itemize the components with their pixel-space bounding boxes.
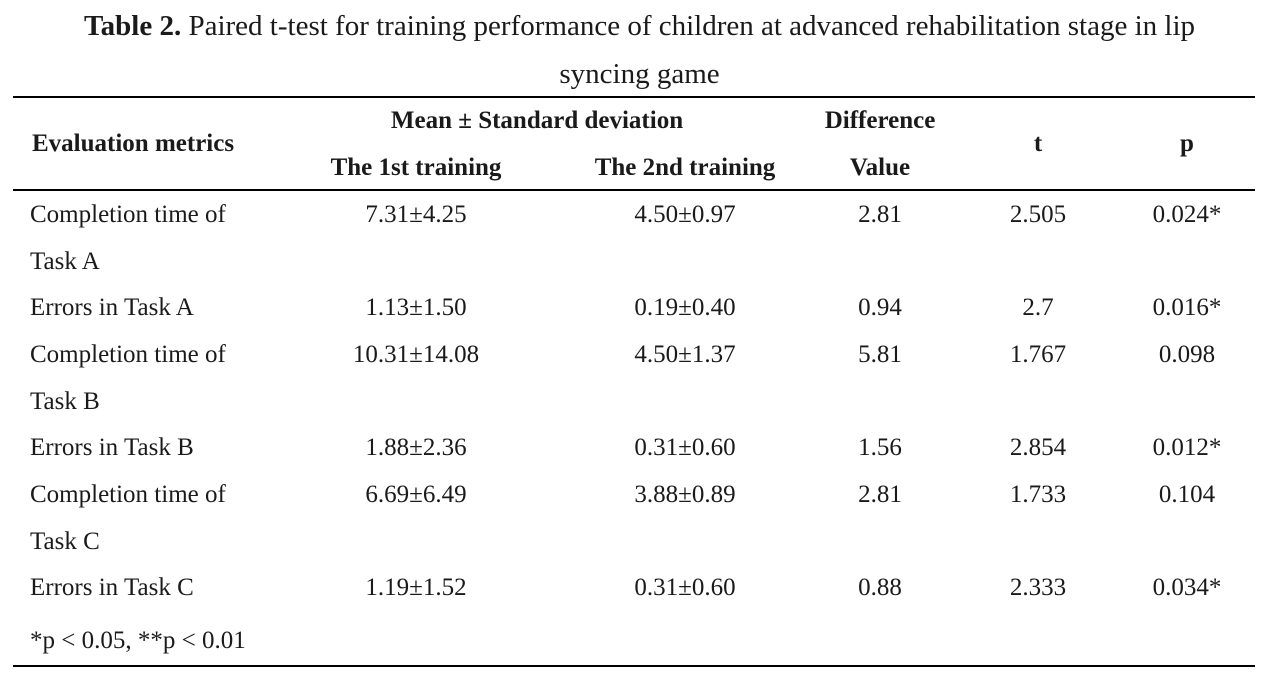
row-second: 4.50±1.37 [634, 341, 736, 368]
header-value: Value [849, 154, 911, 181]
row-metric: Errors in Task C [30, 574, 194, 601]
header-t: t [1033, 130, 1043, 157]
row-diff: 1.56 [858, 434, 902, 461]
row-diff: 2.81 [858, 481, 902, 508]
row-first: 1.13±1.50 [365, 294, 467, 321]
row-second: 0.31±0.60 [634, 434, 736, 461]
row-second: 0.19±0.40 [634, 294, 736, 321]
row-first: 7.31±4.25 [365, 201, 467, 228]
row-diff: 5.81 [858, 341, 902, 368]
row-p: 0.104 [1158, 481, 1216, 508]
header-second-training: The 2nd training [594, 154, 776, 181]
row-t: 1.767 [1009, 341, 1067, 368]
table-bottom-rule [13, 665, 1255, 667]
row-metric: Completion time of [30, 201, 226, 228]
row-diff: 0.94 [858, 294, 902, 321]
row-second: 0.31±0.60 [634, 574, 736, 601]
row-metric-cont: Task B [30, 388, 100, 415]
row-second: 3.88±0.89 [634, 481, 736, 508]
table-footnote: *p < 0.05, **p < 0.01 [30, 627, 246, 654]
row-metric: Completion time of [30, 341, 226, 368]
row-p: 0.098 [1158, 341, 1216, 368]
row-first: 1.88±2.36 [365, 434, 467, 461]
header-difference: Difference [824, 107, 936, 134]
row-t: 1.733 [1009, 481, 1067, 508]
header-first-training: The 1st training [330, 154, 502, 181]
row-p: 0.012* [1152, 434, 1222, 461]
row-diff: 0.88 [858, 574, 902, 601]
row-t: 2.333 [1009, 574, 1067, 601]
header-mean-sd: Mean ± Standard deviation [390, 107, 684, 134]
table-header-rule [13, 189, 1255, 191]
table-top-rule [13, 96, 1255, 98]
row-metric: Errors in Task A [30, 294, 194, 321]
row-p: 0.034* [1152, 574, 1222, 601]
row-t: 2.505 [1009, 201, 1067, 228]
row-t: 2.854 [1009, 434, 1067, 461]
caption-text-line1: Paired t-test for training performance o… [181, 10, 1196, 42]
row-metric-cont: Task C [30, 528, 100, 555]
table-caption: Table 2. Paired t-test for training perf… [0, 2, 1279, 98]
caption-label: Table 2. [83, 10, 182, 42]
header-p: p [1180, 130, 1194, 157]
row-metric: Errors in Task B [30, 434, 194, 461]
row-p: 0.024* [1152, 201, 1222, 228]
header-evaluation-metrics: Evaluation metrics [32, 130, 235, 157]
row-first: 1.19±1.52 [365, 574, 467, 601]
row-second: 4.50±0.97 [634, 201, 736, 228]
row-t: 2.7 [1022, 294, 1054, 321]
caption-text-line2: syncing game [559, 58, 720, 90]
row-diff: 2.81 [858, 201, 902, 228]
row-metric-cont: Task A [30, 248, 100, 275]
row-p: 0.016* [1152, 294, 1222, 321]
row-metric: Completion time of [30, 481, 226, 508]
row-first: 10.31±14.08 [352, 341, 480, 368]
row-first: 6.69±6.49 [365, 481, 467, 508]
